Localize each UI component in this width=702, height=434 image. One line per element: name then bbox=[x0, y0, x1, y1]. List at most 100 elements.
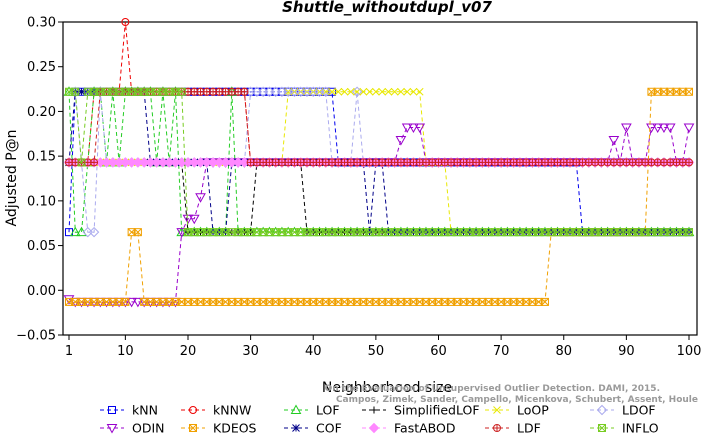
data-point bbox=[616, 228, 625, 237]
data-point bbox=[165, 297, 174, 306]
data-point bbox=[240, 88, 248, 96]
data-point bbox=[133, 228, 142, 237]
data-point bbox=[328, 87, 336, 96]
data-point bbox=[503, 297, 512, 306]
data-point bbox=[277, 297, 286, 306]
data-point bbox=[77, 158, 86, 167]
legend: kNN kNNW LOF SimplifiedLOF LoOP LDOF ODIN KDEOS… bbox=[100, 403, 659, 434]
data-point bbox=[195, 193, 206, 203]
data-point bbox=[378, 228, 387, 237]
data-point bbox=[190, 228, 199, 237]
data-point bbox=[108, 406, 116, 414]
data-point bbox=[296, 297, 305, 306]
data-point bbox=[252, 87, 261, 96]
x-tick-label: 80 bbox=[555, 344, 572, 359]
data-point bbox=[189, 424, 197, 432]
data-point bbox=[196, 297, 205, 306]
data-point bbox=[88, 226, 100, 238]
data-point bbox=[421, 228, 430, 237]
x-tick-label: 50 bbox=[368, 344, 385, 359]
data-point bbox=[259, 297, 268, 306]
data-point bbox=[132, 297, 144, 308]
data-point bbox=[415, 228, 424, 237]
data-point bbox=[465, 297, 474, 306]
data-point bbox=[440, 297, 449, 306]
data-point bbox=[591, 228, 600, 237]
y-axis: −0.05 0.00 0.05 0.10 0.15 0.20 0.25 0.30 bbox=[16, 16, 63, 344]
data-point bbox=[183, 297, 192, 306]
x-tick-label: 70 bbox=[493, 344, 510, 359]
data-point bbox=[403, 228, 412, 237]
data-point bbox=[598, 424, 606, 432]
data-point bbox=[372, 87, 380, 96]
data-point bbox=[252, 228, 261, 237]
data-point bbox=[598, 424, 606, 432]
data-point bbox=[384, 228, 393, 237]
data-point bbox=[334, 87, 343, 96]
data-point bbox=[365, 228, 374, 237]
data-point bbox=[414, 123, 426, 134]
data-point bbox=[146, 297, 155, 306]
y-tick-label: −0.05 bbox=[16, 329, 56, 344]
data-point bbox=[215, 297, 224, 306]
data-point bbox=[540, 228, 549, 237]
x-tick-label: 40 bbox=[305, 344, 322, 359]
data-point bbox=[121, 18, 130, 26]
data-point bbox=[234, 297, 243, 306]
data-point bbox=[395, 136, 407, 146]
data-point bbox=[553, 228, 562, 237]
data-point bbox=[428, 297, 437, 306]
legend-item-knn: kNN bbox=[100, 403, 158, 418]
legend-label: kNNW bbox=[213, 403, 251, 418]
data-point bbox=[390, 297, 399, 306]
data-point bbox=[647, 87, 656, 96]
credit-line-2: On the Evaluation of Unsupervised Outlie… bbox=[325, 384, 660, 394]
data-point bbox=[359, 228, 368, 237]
data-point bbox=[328, 297, 337, 306]
y-tick-label: 0.05 bbox=[27, 239, 56, 254]
data-point bbox=[453, 297, 462, 306]
data-point bbox=[140, 87, 149, 96]
data-point bbox=[227, 228, 236, 237]
data-point bbox=[321, 228, 330, 237]
data-point bbox=[165, 87, 174, 96]
data-point bbox=[177, 87, 186, 96]
data-point bbox=[77, 297, 86, 306]
data-point bbox=[340, 297, 349, 306]
data-point bbox=[597, 228, 606, 237]
data-point bbox=[252, 297, 261, 306]
data-point bbox=[403, 297, 412, 306]
data-point bbox=[603, 228, 612, 237]
data-point bbox=[353, 228, 362, 237]
data-point bbox=[685, 87, 693, 96]
data-point bbox=[346, 87, 355, 96]
data-point bbox=[421, 297, 430, 306]
data-point bbox=[152, 297, 161, 306]
data-point bbox=[365, 297, 374, 306]
data-point bbox=[302, 228, 311, 237]
data-point bbox=[401, 123, 413, 134]
legend-item-ldf: LDF bbox=[485, 421, 541, 434]
data-point bbox=[634, 228, 643, 237]
data-point bbox=[158, 87, 167, 96]
data-point bbox=[171, 87, 180, 96]
data-point bbox=[685, 158, 693, 166]
data-point bbox=[189, 406, 197, 414]
x-axis: 1 10 20 30 40 50 60 70 80 90 100 bbox=[65, 335, 701, 359]
legend-item-loop: LoOP bbox=[485, 403, 549, 418]
data-point bbox=[115, 87, 124, 96]
data-point bbox=[390, 228, 399, 237]
data-point bbox=[290, 404, 302, 414]
y-tick-label: 0.00 bbox=[27, 284, 56, 299]
x-tick-label: 90 bbox=[618, 344, 635, 359]
data-point bbox=[215, 228, 224, 237]
data-point bbox=[658, 123, 670, 134]
data-point bbox=[672, 87, 681, 96]
legend-label: LOF bbox=[316, 403, 340, 418]
data-point bbox=[409, 297, 418, 306]
data-point bbox=[403, 87, 412, 96]
data-point bbox=[459, 297, 468, 306]
data-point bbox=[96, 87, 105, 96]
series-inflo bbox=[65, 87, 693, 237]
data-point bbox=[490, 228, 499, 237]
